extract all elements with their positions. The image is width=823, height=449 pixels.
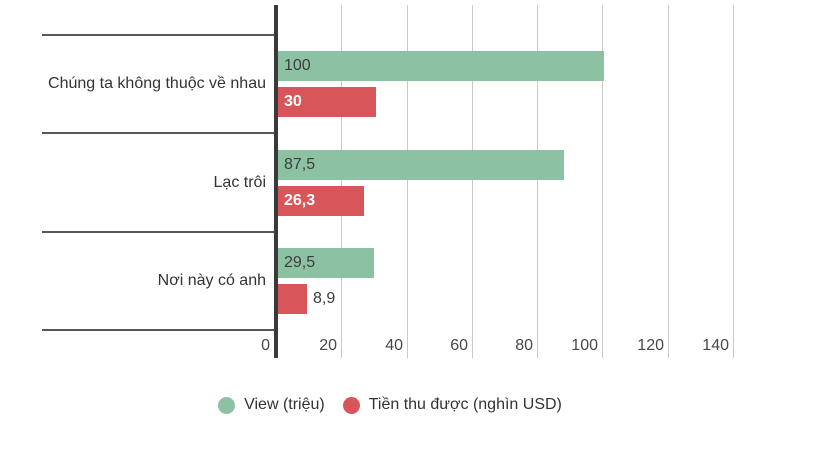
row-separator bbox=[42, 231, 274, 233]
row-separator bbox=[42, 34, 274, 36]
gridline bbox=[537, 5, 538, 358]
bar-revenue bbox=[278, 284, 307, 314]
gridline bbox=[602, 5, 603, 358]
gridline bbox=[472, 5, 473, 358]
category-label: Nơi này có anh bbox=[157, 272, 266, 289]
bar-value-label: 8,9 bbox=[313, 290, 336, 307]
x-tick-label: 0 bbox=[261, 337, 270, 354]
x-tick-label: 100 bbox=[571, 337, 598, 354]
legend-item: View (triệu) bbox=[218, 396, 325, 414]
legend-label: View (triệu) bbox=[244, 396, 325, 413]
legend-item: Tiền thu được (nghìn USD) bbox=[342, 396, 562, 414]
bar-value-label: 100 bbox=[284, 57, 311, 74]
legend-swatch-circle-icon bbox=[342, 396, 360, 414]
legend: View (triệu) Tiền thu được (nghìn USD) bbox=[0, 396, 780, 414]
bar-value-label: 87,5 bbox=[284, 156, 316, 173]
bar-view: 87,5 bbox=[278, 150, 564, 180]
bar-value-label: 26,3 bbox=[284, 192, 316, 209]
x-tick-label: 140 bbox=[702, 337, 729, 354]
gridline bbox=[407, 5, 408, 358]
row-separator bbox=[42, 132, 274, 134]
bar-value-label: 29,5 bbox=[284, 254, 316, 271]
y-axis-line bbox=[274, 5, 278, 358]
row-separator bbox=[42, 329, 274, 331]
gridline bbox=[341, 5, 342, 358]
gridline bbox=[668, 5, 669, 358]
bar-view: 29,5 bbox=[278, 248, 374, 278]
bar-revenue: 26,3 bbox=[278, 186, 364, 216]
category-label: Chúng ta không thuộc về nhau bbox=[48, 75, 266, 92]
legend-label: Tiền thu được (nghìn USD) bbox=[368, 396, 562, 413]
legend-swatch-circle-icon bbox=[218, 396, 236, 414]
bar-revenue: 30 bbox=[278, 87, 376, 117]
x-tick-label: 80 bbox=[515, 337, 533, 354]
x-tick-label: 40 bbox=[385, 337, 403, 354]
category-label: Lạc trôi bbox=[213, 174, 266, 191]
x-tick-label: 60 bbox=[450, 337, 468, 354]
x-tick-label: 120 bbox=[637, 337, 664, 354]
gridline bbox=[733, 5, 734, 358]
bar-value-label: 30 bbox=[284, 93, 302, 110]
x-tick-label: 20 bbox=[319, 337, 337, 354]
bar-view: 100 bbox=[278, 51, 604, 81]
